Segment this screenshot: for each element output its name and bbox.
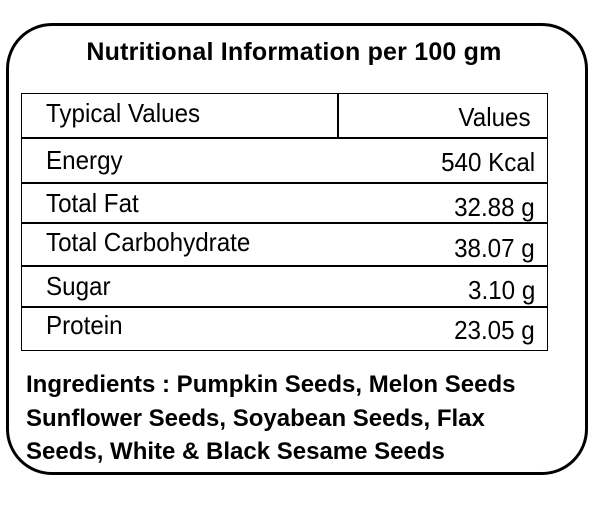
ingredients-line: Sunflower Seeds, Soyabean Seeds, Flax (26, 404, 485, 432)
nutrient-name: Total Carbohydrate (46, 227, 251, 257)
header-column-divider (337, 94, 339, 138)
row-divider (22, 222, 547, 224)
header-name: Typical Values (46, 98, 201, 128)
row-divider (22, 265, 547, 267)
table-row: Total Fat 32.88 g (22, 183, 547, 223)
panel-title: Nutritional Information per 100 gm (86, 38, 502, 66)
nutrient-name: Energy (46, 145, 123, 175)
ingredients-line: Seeds, White & Black Sesame Seeds (26, 438, 445, 465)
table-row: Protein 23.05 g (22, 307, 547, 351)
nutrient-name: Total Fat (46, 188, 139, 218)
nutrient-value: 32.88 g (454, 192, 535, 222)
header-divider (22, 137, 547, 139)
table-row: Sugar 3.10 g (22, 266, 547, 306)
header-value: Values (458, 102, 531, 132)
nutrient-name: Protein (46, 310, 123, 340)
table-row: Energy 540 Kcal (22, 138, 547, 182)
row-divider (22, 182, 547, 184)
label-border (6, 23, 588, 475)
nutrient-value: 3.10 g (467, 275, 535, 305)
nutrient-name: Sugar (46, 271, 111, 301)
nutrient-value: 38.07 g (454, 233, 535, 263)
table-row: Total Carbohydrate 38.07 g (22, 223, 547, 265)
nutrient-value: 540 Kcal (440, 147, 535, 177)
row-divider (22, 306, 547, 308)
nutrient-value: 23.05 g (454, 315, 535, 345)
ingredients-line: Ingredients : Pumpkin Seeds, Melon Seeds (26, 371, 516, 398)
nutrition-table: Typical Values Values Energy 540 Kcal To… (21, 93, 548, 351)
table-header-row: Typical Values Values (22, 94, 547, 138)
ingredients-text: Ingredients : Pumpkin Seeds, Melon Seeds… (26, 368, 586, 469)
